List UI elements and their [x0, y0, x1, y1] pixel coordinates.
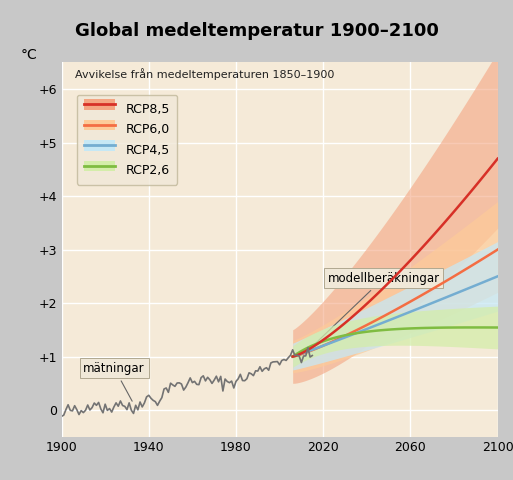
Legend: RCP8,5, RCP6,0, RCP4,5, RCP2,6: RCP8,5, RCP6,0, RCP4,5, RCP2,6	[76, 95, 177, 185]
Text: °C: °C	[20, 48, 37, 62]
Text: mätningar: mätningar	[83, 361, 145, 401]
Text: modellberäkningar: modellberäkningar	[312, 272, 440, 347]
Text: Avvikelse från medeltemperaturen 1850–1900: Avvikelse från medeltemperaturen 1850–19…	[75, 68, 334, 80]
Text: Global medeltemperatur 1900–2100: Global medeltemperatur 1900–2100	[74, 22, 439, 40]
